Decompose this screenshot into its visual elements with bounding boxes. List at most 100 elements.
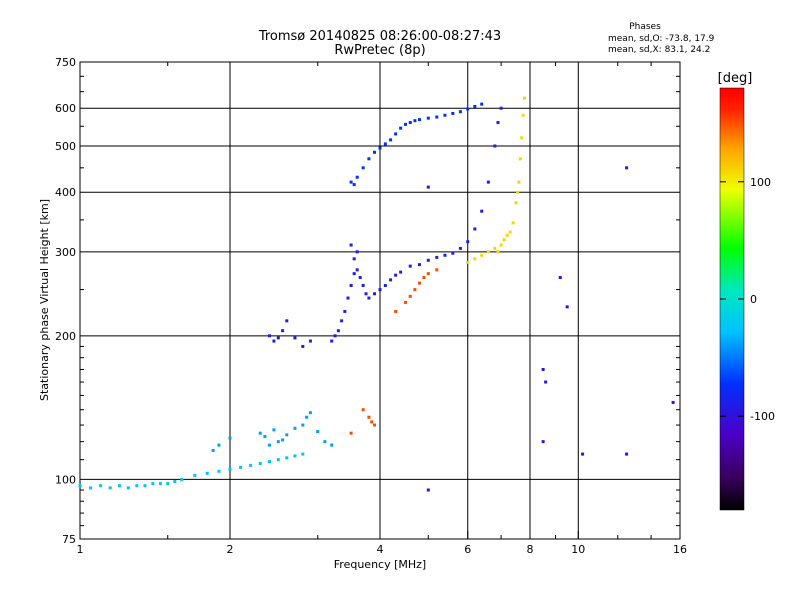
- data-point: [143, 484, 147, 488]
- data-point: [558, 276, 562, 280]
- data-point: [496, 250, 500, 254]
- data-point: [417, 118, 421, 122]
- data-point: [99, 484, 103, 488]
- data-point: [443, 113, 447, 117]
- x-tick-label: 2: [227, 543, 234, 556]
- data-point: [458, 246, 462, 250]
- x-tick-label: 10: [571, 543, 585, 556]
- data-point: [370, 420, 374, 424]
- data-point: [349, 243, 353, 247]
- data-point: [473, 227, 477, 231]
- data-point: [305, 415, 309, 419]
- data-point: [308, 339, 312, 343]
- data-point: [281, 438, 285, 442]
- data-point: [413, 288, 417, 292]
- data-point: [426, 116, 430, 120]
- data-point: [180, 477, 184, 481]
- colorbar-label: [deg]: [718, 71, 753, 86]
- data-point: [426, 488, 430, 492]
- data-point: [281, 329, 285, 333]
- data-point: [373, 423, 377, 427]
- y-tick-label: 400: [55, 186, 76, 199]
- data-point: [285, 319, 289, 323]
- data-point: [323, 440, 327, 444]
- data-point: [426, 185, 430, 189]
- data-point: [108, 486, 112, 490]
- data-point: [358, 276, 362, 280]
- data-point: [367, 415, 371, 419]
- data-point: [394, 132, 398, 136]
- y-tick-label: 100: [55, 473, 76, 486]
- data-point: [352, 272, 356, 276]
- data-point: [480, 253, 484, 257]
- y-axis-label: Stationary phase Virtual Height [km]: [38, 199, 51, 401]
- y-tick-label: 750: [55, 56, 76, 69]
- colorbar-tick-label: 100: [750, 176, 771, 189]
- data-point: [346, 296, 350, 300]
- data-point: [293, 426, 297, 430]
- data-point: [193, 473, 197, 477]
- data-point: [301, 344, 305, 348]
- data-point: [413, 119, 417, 123]
- phases-title: Phases: [629, 22, 661, 32]
- x-tick-label: 4: [377, 543, 384, 556]
- data-point: [480, 209, 484, 213]
- data-point: [544, 380, 548, 384]
- colorbar-tick-label: -100: [750, 410, 775, 423]
- colorbar-ticks: 100 0 -100: [720, 176, 775, 423]
- data-point: [276, 458, 280, 462]
- data-point: [505, 233, 509, 237]
- data-point: [301, 452, 305, 456]
- data-point: [408, 121, 412, 125]
- x-tick-label: 6: [464, 543, 471, 556]
- data-point: [394, 273, 398, 277]
- data-point: [493, 144, 497, 148]
- data-point: [408, 294, 412, 298]
- data-point: [426, 272, 430, 276]
- phases-o-mode: mean, sd,O: -73.8, 17.9: [608, 34, 715, 44]
- data-point: [352, 183, 356, 187]
- data-point: [671, 400, 675, 404]
- data-point: [378, 288, 382, 292]
- colorbar-tick-label: 0: [750, 293, 757, 306]
- data-point: [486, 250, 490, 254]
- data-point: [417, 281, 421, 285]
- data-point: [228, 467, 232, 471]
- data-point: [330, 443, 334, 447]
- data-point: [517, 180, 521, 184]
- data-point: [373, 292, 377, 296]
- data-point: [466, 240, 470, 244]
- data-point: [521, 113, 525, 117]
- data-point: [541, 367, 545, 371]
- data-point: [518, 157, 522, 161]
- data-point: [473, 257, 477, 261]
- data-point: [443, 253, 447, 257]
- data-point: [276, 336, 280, 340]
- data-point: [625, 452, 629, 456]
- data-point: [565, 305, 569, 309]
- data-point: [466, 260, 470, 264]
- data-point: [336, 329, 340, 333]
- data-point: [355, 250, 359, 254]
- data-point: [239, 465, 243, 469]
- y-tick-label: 75: [62, 533, 76, 546]
- data-point: [355, 268, 359, 272]
- data-point: [408, 264, 412, 268]
- data-point: [523, 96, 527, 100]
- data-point: [511, 221, 515, 225]
- data-point: [78, 484, 82, 488]
- data-point: [625, 166, 629, 170]
- data-point: [343, 309, 347, 313]
- data-point: [451, 111, 455, 115]
- data-point: [228, 436, 232, 440]
- data-point: [361, 283, 365, 287]
- data-point: [426, 258, 430, 262]
- data-point: [276, 440, 280, 444]
- data-point: [499, 243, 503, 247]
- data-point: [135, 484, 139, 488]
- data-point: [267, 443, 271, 447]
- data-point: [422, 276, 426, 280]
- data-point: [217, 469, 221, 473]
- data-point: [301, 423, 305, 427]
- data-point: [361, 408, 365, 412]
